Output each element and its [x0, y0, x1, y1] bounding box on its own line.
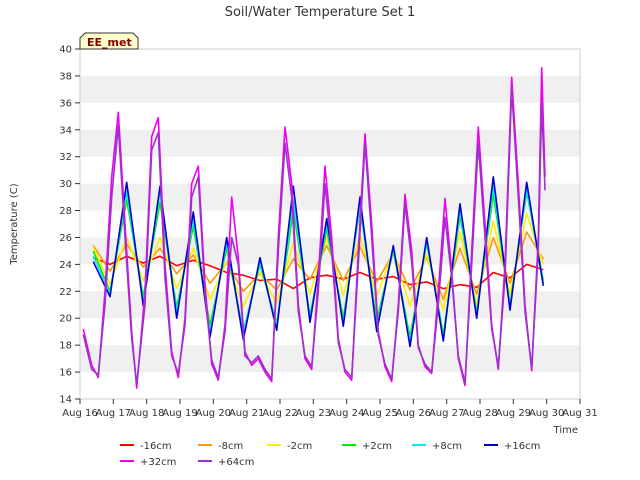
y-tick-label: 30: [59, 179, 72, 190]
legend: -16cm -8cm -2cm +2cm +8cm +16cm +32cm +64cm: [120, 441, 540, 468]
x-tick-label: Aug 28: [462, 408, 497, 419]
x-tick-label: Aug 17: [96, 408, 131, 419]
x-axis-label: Time: [553, 425, 578, 436]
y-tick-label: 34: [59, 125, 72, 136]
legend-label: +16cm: [504, 441, 540, 452]
grid-band: [80, 183, 580, 211]
x-tick-label: Aug 25: [362, 408, 397, 419]
x-tick-label: Aug 29: [496, 408, 531, 419]
y-tick-label: 22: [59, 287, 72, 298]
x-tick-label: Aug 23: [296, 408, 331, 419]
y-tick-label: 26: [59, 233, 72, 244]
x-tick-label: Aug 18: [129, 408, 164, 419]
y-tick-label: 28: [59, 206, 72, 217]
station-badge-box: [79, 32, 139, 50]
legend-label: +8cm: [432, 441, 462, 452]
y-tick-label: 20: [59, 314, 72, 325]
station-badge: EE_met: [79, 32, 139, 50]
grid-band: [80, 291, 580, 319]
x-tick-label: Aug 27: [429, 408, 464, 419]
y-axis: 14 16 18 20 22 24 26 28 30 32 34 36 38 40: [59, 45, 80, 406]
chart-title: Soil/Water Temperature Set 1: [225, 5, 416, 20]
x-tick-label: Aug 31: [562, 408, 597, 419]
y-tick-label: 40: [59, 45, 72, 56]
series-lines: [82, 67, 546, 390]
y-tick-label: 36: [59, 98, 72, 109]
legend-label: -8cm: [218, 441, 243, 452]
x-tick-label: Aug 21: [229, 408, 264, 419]
x-tick-label: Aug 20: [196, 408, 231, 419]
grid-band: [80, 345, 580, 373]
y-tick-label: 32: [59, 152, 72, 163]
legend-label: +64cm: [218, 457, 254, 468]
y-tick-label: 14: [59, 395, 72, 406]
x-tick-label: Aug 22: [262, 408, 297, 419]
x-tick-label: Aug 16: [62, 408, 97, 419]
x-tick-label: Aug 24: [329, 408, 364, 419]
y-axis-label: Temperature (C): [9, 183, 20, 265]
y-tick-label: 16: [59, 368, 72, 379]
series-line-64cm: [82, 88, 546, 386]
grid-bands: [80, 75, 580, 373]
x-tick-label: Aug 30: [529, 408, 564, 419]
station-badge-label: EE_met: [87, 36, 132, 49]
legend-label: +2cm: [362, 441, 392, 452]
legend-label: -16cm: [140, 441, 172, 452]
legend-label: -2cm: [287, 441, 312, 452]
grid-band: [80, 75, 580, 103]
y-tick-label: 18: [59, 341, 72, 352]
grid-band: [80, 129, 580, 157]
x-tick-label: Aug 19: [162, 408, 197, 419]
x-tick-label: Aug 26: [396, 408, 431, 419]
plot-frame: [79, 48, 581, 400]
legend-label: +32cm: [140, 457, 176, 468]
y-tick-label: 24: [59, 260, 72, 271]
y-tick-label: 38: [59, 71, 72, 82]
